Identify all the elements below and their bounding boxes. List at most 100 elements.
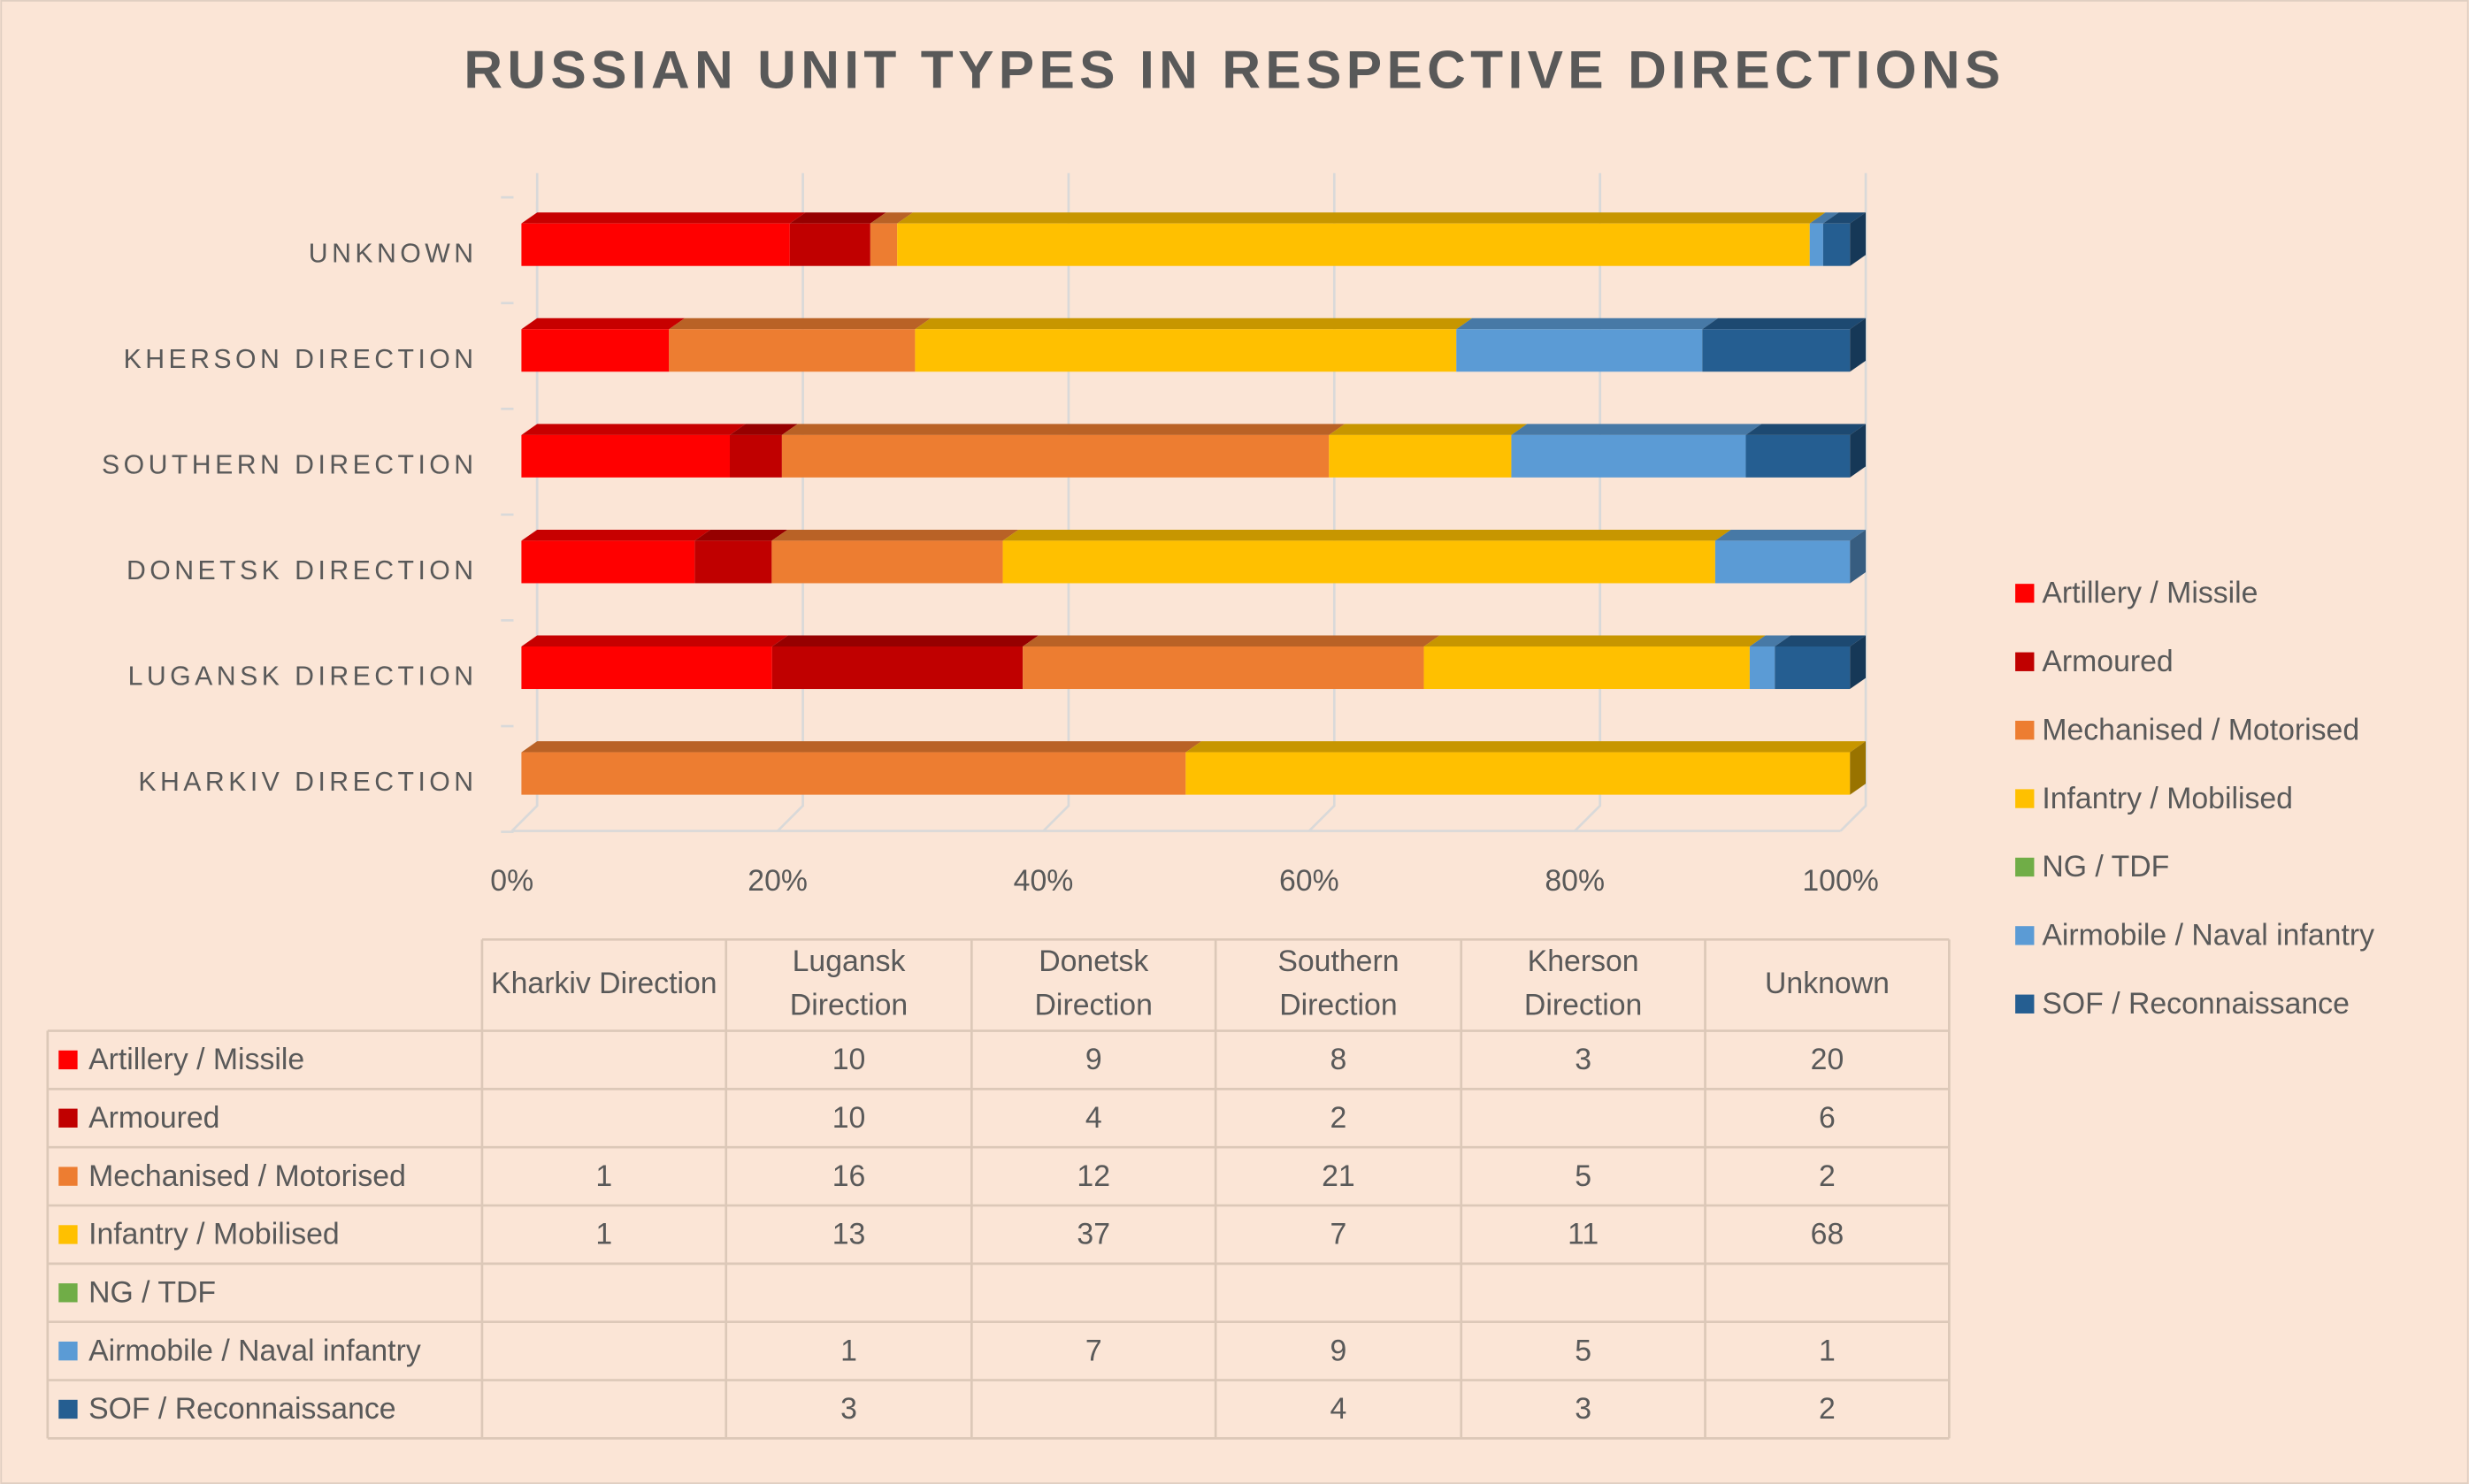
legend-label: Armoured: [2042, 645, 2173, 678]
bar-front: [789, 223, 870, 266]
table-value: 5: [1575, 1334, 1591, 1367]
bar-front: [1749, 646, 1775, 690]
bar: [1702, 317, 1867, 372]
bar: [915, 317, 1473, 372]
bar-front: [669, 329, 916, 372]
bar-front: [1023, 646, 1424, 690]
table-swatch: [58, 1283, 78, 1303]
bar-top: [1423, 635, 1766, 646]
grid-line: [1574, 172, 1602, 832]
bar: [1023, 635, 1440, 690]
table-header: Lugansk Direction: [789, 945, 909, 1023]
table-value: 10: [832, 1101, 866, 1135]
bar-front: [1714, 540, 1851, 584]
bar-top: [897, 212, 1826, 224]
table-header-cell: Donetsk Direction: [1034, 945, 1153, 1023]
bar-top: [1775, 635, 1867, 646]
bar-front: [897, 223, 1810, 266]
legend-swatch: [2015, 789, 2035, 808]
bar: [1511, 424, 1762, 478]
bar-front: [771, 540, 1003, 584]
x-tick-label: 100%: [1802, 864, 1878, 898]
table-swatch: [58, 1399, 78, 1419]
table-value: 9: [1085, 1043, 1102, 1076]
y-tick-label: KHARKIV DIRECTION: [138, 768, 477, 797]
bar: [521, 317, 686, 372]
table-swatch: [58, 1108, 78, 1128]
bar-top: [771, 529, 1019, 541]
table-value: 3: [1575, 1392, 1591, 1426]
bar-top: [521, 212, 806, 224]
bar-front: [781, 434, 1330, 478]
table-value: 3: [1575, 1043, 1591, 1076]
bar-front: [1002, 540, 1715, 584]
table-value: 68: [1811, 1218, 1844, 1251]
legend-label: Artillery / Missile: [2042, 577, 2258, 610]
bar-front: [521, 434, 731, 478]
legend-swatch: [2015, 652, 2035, 671]
x-tick-label: 80%: [1545, 864, 1605, 898]
bar-top: [1714, 529, 1867, 541]
table-value: 16: [832, 1159, 866, 1193]
bar: [1809, 212, 1839, 266]
table-header-cell: Lugansk Direction: [789, 945, 909, 1023]
bar-front: [1329, 434, 1512, 478]
table-value: 5: [1575, 1159, 1591, 1193]
bar-top: [1185, 741, 1867, 753]
table-value: 7: [1330, 1218, 1347, 1251]
bar-top: [789, 212, 886, 224]
bar: [521, 212, 806, 266]
legend-label: Infantry / Mobilised: [2042, 782, 2293, 815]
table-header: Donetsk Direction: [1034, 945, 1153, 1023]
y-tick-label: SOUTHERN DIRECTION: [102, 450, 478, 479]
table-value: 13: [832, 1218, 866, 1251]
bar-front: [1185, 752, 1851, 795]
x-tick-label: 0%: [490, 864, 533, 898]
bar: [1329, 424, 1528, 478]
bar: [771, 635, 1039, 690]
table-header: Southern Direction: [1277, 945, 1399, 1023]
table-value: 12: [1077, 1159, 1110, 1193]
table-header: Kherson Direction: [1523, 945, 1643, 1023]
bar-front: [521, 223, 790, 266]
table-value: 1: [595, 1159, 612, 1193]
bar: [1714, 529, 1867, 584]
bar-top: [1809, 212, 1839, 224]
bar: [781, 424, 1346, 478]
table-header-cell: Southern Direction: [1277, 945, 1399, 1023]
table-value: 2: [1819, 1159, 1836, 1193]
bar-front: [1456, 329, 1703, 372]
bar-top: [1002, 529, 1731, 541]
bar-top: [1329, 424, 1528, 435]
bar-top: [521, 741, 1202, 753]
bar-side: [1850, 741, 1867, 795]
bar-front: [1822, 223, 1851, 266]
bar-front: [521, 329, 670, 372]
y-tick-label: UNKNOWN: [309, 239, 478, 268]
bar-side: [1850, 635, 1867, 690]
chart-title: RUSSIAN UNIT TYPES IN RESPECTIVE DIRECTI…: [464, 40, 2005, 100]
bar: [897, 212, 1826, 266]
bar-top: [771, 635, 1039, 646]
bar-side: [1850, 317, 1867, 372]
bar-front: [1423, 646, 1750, 690]
table-value: 20: [1811, 1043, 1844, 1076]
bar-front: [1775, 646, 1851, 690]
grid-line: [1839, 172, 1867, 832]
bar-front: [1702, 329, 1851, 372]
table-value: 10: [832, 1043, 866, 1076]
bar-front: [771, 646, 1024, 690]
bar-front: [1745, 434, 1851, 478]
bar-top: [1702, 317, 1867, 330]
table-swatch: [58, 1167, 78, 1186]
table-row-label: Infantry / Mobilised: [88, 1218, 340, 1251]
bar-top: [521, 317, 686, 330]
bar: [1423, 635, 1766, 690]
bar: [771, 529, 1019, 584]
table-row-label: Artillery / Missile: [88, 1043, 304, 1076]
legend-swatch: [2015, 926, 2035, 945]
bar-top: [1023, 635, 1440, 646]
bar-side: [1850, 212, 1867, 266]
